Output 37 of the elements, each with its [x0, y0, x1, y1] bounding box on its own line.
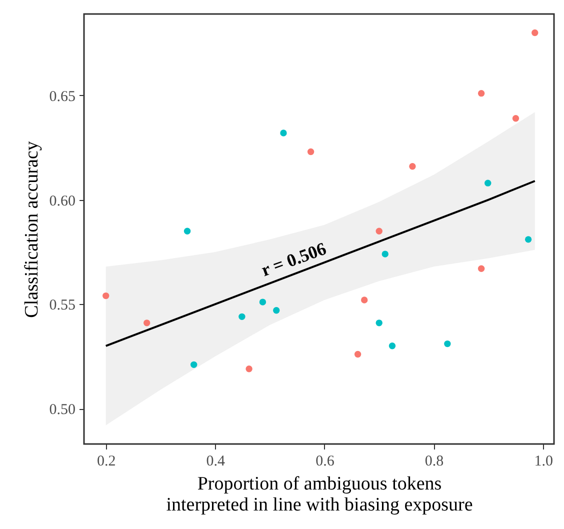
line-series [104, 180, 536, 347]
x-tick-label: 0.4 [206, 454, 226, 470]
point [524, 236, 532, 243]
point [376, 228, 382, 234]
point [409, 163, 416, 170]
point [484, 180, 492, 186]
point [190, 361, 198, 368]
point [143, 320, 150, 326]
point [184, 228, 191, 234]
point [307, 148, 314, 156]
y-tick-label: 0.60 [49, 193, 76, 210]
point [102, 292, 110, 300]
y-tick-label: 0.55 [49, 298, 76, 314]
point [246, 366, 252, 372]
point [388, 342, 396, 350]
point [376, 320, 382, 326]
point [354, 350, 362, 358]
point [478, 265, 485, 272]
x-tick-label: 0.6 [316, 454, 335, 470]
y-axis-title: Classification accuracy [21, 140, 42, 318]
point [532, 29, 538, 36]
x-axis-title: Proportion of ambiguous tokens interpreted in line with biasing exposure [166, 474, 473, 516]
point [280, 130, 287, 136]
point [273, 307, 280, 314]
point [259, 298, 266, 306]
point [382, 250, 388, 258]
point [361, 296, 368, 304]
y-tick-label: 0.50 [49, 402, 76, 418]
point [478, 90, 485, 97]
point [444, 340, 451, 348]
x-tick-label: 0.2 [96, 454, 116, 470]
annotation: r = 0.506 [258, 238, 329, 280]
x-tick-label: 1.0 [534, 454, 553, 470]
point [238, 313, 246, 320]
point [512, 115, 520, 122]
y-tick-label: 0.65 [49, 88, 76, 105]
x-tick-label: 0.8 [424, 454, 444, 470]
